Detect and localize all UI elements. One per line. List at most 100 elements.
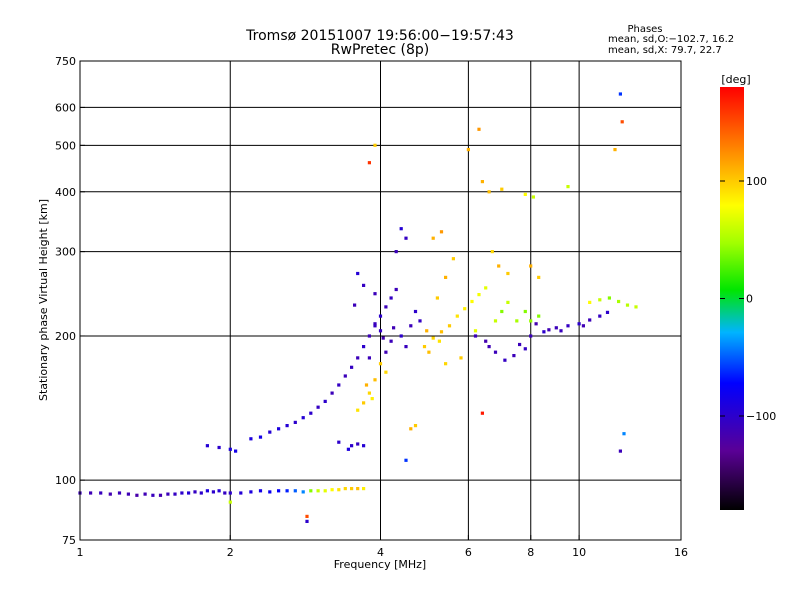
- stats-line-o: mean, sd,O:−102.7, 16.2: [608, 34, 734, 45]
- data-point: [431, 236, 435, 240]
- data-point: [577, 322, 581, 326]
- data-point: [399, 334, 403, 338]
- data-point: [356, 271, 360, 276]
- data-point: [364, 383, 369, 387]
- data-point: [480, 411, 484, 415]
- data-point: [293, 420, 297, 424]
- data-point: [356, 487, 360, 491]
- data-point: [293, 489, 297, 493]
- colorbar-tick-label: −100: [746, 410, 776, 423]
- data-point: [277, 427, 281, 431]
- colorbar-label: [deg]: [721, 73, 750, 86]
- data-point: [581, 324, 585, 328]
- y-tick-label: 400: [55, 186, 76, 199]
- data-point: [199, 491, 203, 495]
- data-point: [343, 374, 347, 378]
- data-point: [343, 487, 347, 491]
- data-point: [350, 365, 354, 369]
- data-point: [409, 324, 413, 328]
- data-point: [459, 356, 463, 360]
- data-point: [217, 445, 221, 450]
- data-point: [309, 489, 313, 493]
- data-point: [394, 287, 398, 292]
- data-point: [437, 339, 441, 343]
- data-point: [588, 300, 592, 304]
- data-point: [418, 319, 422, 323]
- data-point: [559, 329, 563, 333]
- data-point: [353, 303, 357, 307]
- data-point: [367, 356, 371, 360]
- y-tick-label: 750: [55, 55, 76, 68]
- data-point: [228, 500, 232, 504]
- y-axis-label: Stationary phase Virtual Height [km]: [37, 199, 50, 401]
- data-point: [223, 491, 227, 495]
- data-point: [439, 230, 444, 234]
- data-point: [537, 314, 541, 318]
- data-point: [422, 345, 427, 349]
- data-point: [531, 195, 535, 199]
- data-point: [500, 187, 504, 191]
- data-point: [529, 319, 533, 323]
- data-point: [370, 397, 374, 401]
- data-point: [622, 432, 626, 436]
- data-point: [613, 148, 617, 152]
- data-point: [228, 447, 232, 451]
- data-point: [506, 271, 510, 276]
- data-point: [193, 490, 197, 494]
- data-point: [117, 491, 122, 495]
- data-point: [346, 447, 350, 451]
- data-point: [409, 427, 413, 431]
- y-axis-ticks: 75 100 200 300 400 500 600 750: [55, 55, 85, 547]
- data-point: [392, 326, 396, 330]
- data-point: [337, 440, 341, 444]
- data-point: [444, 362, 448, 366]
- data-point: [378, 329, 383, 333]
- data-point: [362, 401, 366, 405]
- data-point: [451, 257, 455, 261]
- data-point: [518, 342, 522, 347]
- data-point: [373, 378, 377, 382]
- data-point: [566, 185, 570, 189]
- y-tick-label: 600: [55, 101, 76, 114]
- data-point: [529, 334, 533, 338]
- data-point: [490, 250, 494, 254]
- data-point: [413, 309, 418, 314]
- data-point: [373, 322, 377, 326]
- data-point: [337, 488, 341, 492]
- data-point: [523, 347, 527, 351]
- data-point: [309, 411, 313, 415]
- data-point: [249, 490, 253, 494]
- data-point: [484, 286, 488, 290]
- data-point: [542, 330, 546, 334]
- data-point: [305, 519, 309, 523]
- data-point: [367, 391, 371, 395]
- data-point: [301, 416, 305, 420]
- data-point: [323, 489, 327, 493]
- data-point: [180, 491, 184, 495]
- data-point: [239, 491, 243, 495]
- data-point: [425, 329, 429, 333]
- data-point: [258, 489, 263, 493]
- chart-subtitle: RwPretec (8p): [331, 42, 429, 58]
- data-point: [384, 305, 388, 309]
- data-point: [394, 250, 398, 254]
- data-point: [301, 490, 305, 494]
- data-point: [620, 120, 624, 124]
- data-point: [404, 236, 408, 240]
- stats-title: Phases: [627, 24, 662, 35]
- data-point: [554, 326, 558, 330]
- data-point: [367, 161, 371, 165]
- data-point: [378, 314, 383, 318]
- data-point: [277, 489, 281, 493]
- data-point: [373, 143, 377, 147]
- data-point: [234, 449, 238, 453]
- data-point: [330, 391, 334, 395]
- x-tick-label: 8: [527, 546, 534, 559]
- data-point: [158, 493, 163, 497]
- data-point: [529, 264, 533, 268]
- data-point: [89, 491, 93, 495]
- data-point: [427, 350, 431, 354]
- x-tick-label: 4: [377, 546, 384, 559]
- data-point: [487, 190, 491, 194]
